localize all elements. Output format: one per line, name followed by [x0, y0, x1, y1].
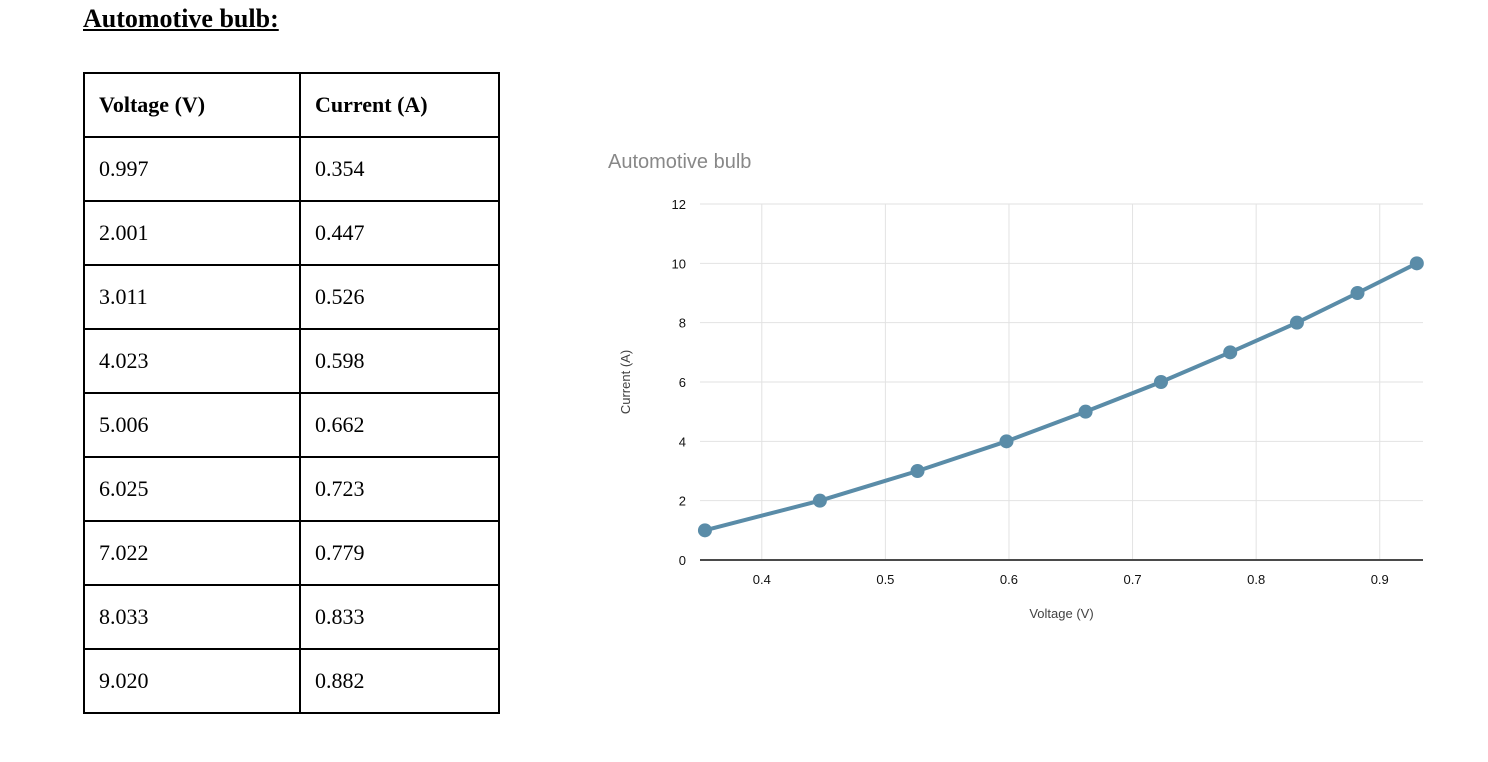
data-point-marker — [1078, 404, 1093, 419]
table-row: 9.020 0.882 — [83, 648, 500, 714]
voltage-cell: 4.023 — [83, 328, 301, 394]
x-tick-label: 0.8 — [1247, 572, 1265, 587]
voltage-cell: 3.011 — [83, 264, 301, 330]
data-point-marker — [1409, 256, 1424, 271]
data-point-marker — [697, 523, 712, 538]
data-point-marker — [1223, 345, 1238, 360]
voltage-cell: 2.001 — [83, 200, 301, 266]
table-row: 4.023 0.598 — [83, 328, 500, 394]
table-row: 5.006 0.662 — [83, 392, 500, 458]
current-cell: 0.526 — [299, 264, 500, 330]
table-row: 3.011 0.526 — [83, 264, 500, 330]
voltage-cell: 6.025 — [83, 456, 301, 522]
x-tick-label: 0.4 — [753, 572, 771, 587]
data-point-marker — [1153, 375, 1168, 389]
chart-svg: 0.4 0.5 0.6 0.7 0.8 0.9 0 2 4 6 8 10 12 Automotive bu… — [608, 151, 1424, 621]
series-line — [704, 261, 1418, 533]
current-cell: 0.354 — [299, 136, 500, 202]
y-tick-label: 2 — [679, 494, 686, 509]
y-tick-label: 0 — [679, 553, 686, 568]
data-table: Voltage (V) Current (A) 0.997 0.354 2.00… — [83, 72, 500, 714]
table-row: 8.033 0.833 — [83, 584, 500, 650]
table-row: 6.025 0.723 — [83, 456, 500, 522]
x-tick-label: 0.5 — [876, 572, 894, 587]
data-point-marker — [1289, 315, 1304, 330]
y-tick-label: 12 — [672, 197, 686, 212]
table-header-row: Voltage (V) Current (A) — [83, 72, 500, 138]
table-row: 2.001 0.447 — [83, 200, 500, 266]
x-tick-label: 0.9 — [1371, 572, 1389, 587]
x-tick-label: 0.7 — [1124, 572, 1142, 587]
current-cell: 0.779 — [299, 520, 500, 586]
y-tick-label: 10 — [672, 256, 686, 271]
y-tick-label: 8 — [679, 316, 686, 331]
voltage-cell: 8.033 — [83, 584, 301, 650]
current-cell: 0.662 — [299, 392, 500, 458]
column-header-voltage: Voltage (V) — [83, 72, 301, 138]
x-tick-label: 0.6 — [1000, 572, 1018, 587]
page-heading: Automotive bulb: — [83, 4, 279, 33]
y-tick-label: 6 — [679, 375, 686, 390]
current-cell: 0.882 — [299, 648, 500, 714]
data-point-marker — [812, 493, 827, 508]
voltage-cell: 5.006 — [83, 392, 301, 458]
chart-title: Automotive bulb — [608, 151, 751, 173]
voltage-cell: 9.020 — [83, 648, 301, 714]
data-point-marker — [1350, 286, 1365, 300]
column-header-current: Current (A) — [299, 72, 500, 138]
data-point-marker — [999, 434, 1014, 449]
voltage-cell: 7.022 — [83, 520, 301, 586]
y-tick-label: 4 — [679, 434, 686, 449]
y-axis-title: Current (A) — [618, 350, 633, 414]
table-row: 7.022 0.779 — [83, 520, 500, 586]
current-cell: 0.833 — [299, 584, 500, 650]
chart-figure: 0.4 0.5 0.6 0.7 0.8 0.9 0 2 4 6 8 10 12 Automotive bu… — [600, 140, 1480, 650]
data-point-marker — [910, 464, 925, 478]
table-row: 0.997 0.354 — [83, 136, 500, 202]
current-cell: 0.723 — [299, 456, 500, 522]
current-cell: 0.598 — [299, 328, 500, 394]
current-cell: 0.447 — [299, 200, 500, 266]
voltage-cell: 0.997 — [83, 136, 301, 202]
x-axis-title: Voltage (V) — [1029, 606, 1093, 621]
